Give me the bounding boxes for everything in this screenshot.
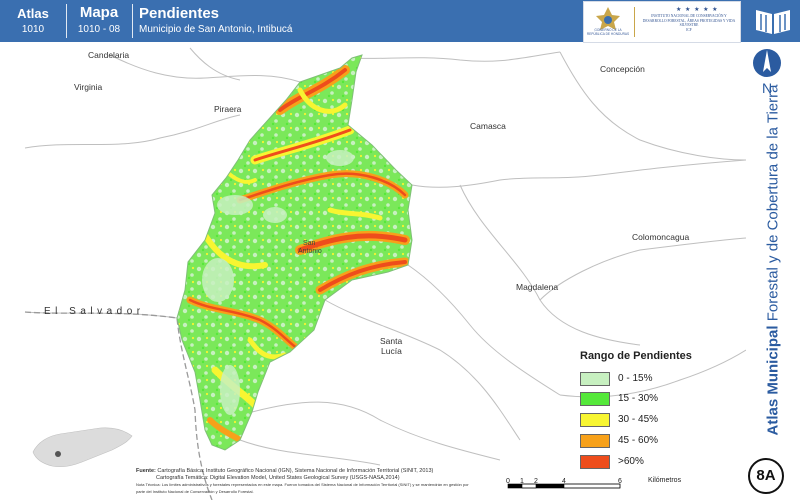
- place-concepcion: Concepción: [600, 64, 645, 74]
- north-label: N: [762, 80, 773, 96]
- logo-divider: [634, 7, 635, 37]
- icf-stars: ★ ★ ★ ★ ★: [676, 7, 719, 13]
- country-border: [24, 311, 213, 500]
- vertical-atlas-title: Atlas Municipal Forestal y de Cobertura …: [765, 85, 782, 436]
- source-line-2: Cartografía Temática: Digital Elevation …: [156, 475, 400, 481]
- icf-abbr: ICF: [686, 27, 692, 32]
- atlas-cell: Atlas 1010: [0, 0, 66, 42]
- source-line-1: Cartografía Básica: Instituto Geográfico…: [155, 468, 434, 474]
- atlas-book-tile[interactable]: [746, 0, 800, 42]
- icf-logo-text: INSTITUTO NACIONAL DE CONSERVACIÓN Y DES…: [642, 14, 736, 32]
- vertical-title-rest: Forestal y de Cobertura de la Tierra: [764, 84, 782, 326]
- legend-label: 15 - 30%: [618, 393, 659, 404]
- institution-logos: GOBIERNO DE LA REPÚBLICA DE HONDURAS ★ ★…: [583, 1, 741, 43]
- technical-note: Nota Técnica: Los límites administrativo…: [136, 482, 469, 494]
- atlas-code: 1010: [21, 24, 45, 35]
- place-virginia: Virginia: [74, 82, 103, 92]
- legend-swatch: [580, 392, 610, 406]
- municipality-slope-raster: [177, 55, 412, 450]
- map-number-badge: 8A: [748, 458, 784, 494]
- place-camasca: Camasca: [470, 121, 506, 131]
- map-canvas[interactable]: Candelaria Virginia Piraera Camasca Conc…: [0, 42, 746, 500]
- legend-swatch: [580, 434, 610, 448]
- honduras-seal-icon: [596, 7, 620, 30]
- page-title: Pendientes: [139, 5, 220, 22]
- scale-tick: 4: [562, 478, 566, 485]
- municipality-boundary: [176, 54, 413, 451]
- place-santa-lucia-2: Lucía: [381, 346, 402, 356]
- scale-tick: 0: [506, 478, 510, 485]
- scale-tick: 1: [520, 478, 524, 485]
- scale-unit: Kilómetros: [648, 477, 682, 484]
- source-label: Fuente:: [136, 468, 156, 474]
- page-subtitle: Municipio de San Antonio, Intibucá: [139, 24, 293, 35]
- legend-swatch: [580, 413, 610, 427]
- inset-location-map: [32, 427, 133, 468]
- place-santa-lucia-1: Santa: [380, 336, 403, 346]
- atlas-label: Atlas: [17, 6, 49, 21]
- legend-label: 30 - 45%: [618, 414, 659, 425]
- header-divider: [132, 4, 133, 38]
- legend-label: 0 - 15%: [618, 373, 653, 384]
- legend-label: >60%: [618, 456, 644, 467]
- legend-swatch: [580, 455, 610, 469]
- place-san-antonio-1: San: [303, 240, 316, 247]
- scale-tick: 2: [534, 478, 538, 485]
- place-el-salvador: El Salvador: [44, 306, 145, 317]
- north-arrow-icon: [753, 49, 781, 77]
- place-candelaria: Candelaria: [88, 50, 130, 60]
- scale-tick: 6: [618, 478, 622, 485]
- header-bar: Atlas 1010 Mapa 1010 - 08 Pendientes Mun…: [0, 0, 746, 43]
- map-cell: Mapa 1010 - 08: [66, 0, 132, 42]
- icf-name: INSTITUTO NACIONAL DE CONSERVACIÓN Y DES…: [642, 14, 736, 28]
- place-magdalena: Magdalena: [516, 282, 559, 292]
- header-divider: [66, 4, 67, 38]
- legend-swatch: [580, 372, 610, 386]
- right-sidebar: [746, 0, 800, 500]
- map-code: 1010 - 08: [77, 24, 121, 35]
- map-svg: [24, 47, 746, 500]
- legend-label: 45 - 60%: [618, 435, 659, 446]
- place-colomoncagua: Colomoncagua: [632, 232, 690, 242]
- legend-title: Rango de Pendientes: [580, 350, 692, 362]
- vertical-title-bold: Atlas Municipal: [764, 325, 782, 436]
- place-piraera: Piraera: [214, 104, 242, 114]
- source-note: Fuente: Cartografía Básica: Instituto Ge…: [136, 468, 476, 496]
- open-book-icon: [756, 10, 790, 34]
- government-logo-text: GOBIERNO DE LA REPÚBLICA DE HONDURAS: [586, 28, 630, 36]
- scale-bar: [507, 483, 621, 489]
- place-san-antonio-2: Antonio: [298, 248, 322, 255]
- map-label: Mapa: [79, 4, 119, 21]
